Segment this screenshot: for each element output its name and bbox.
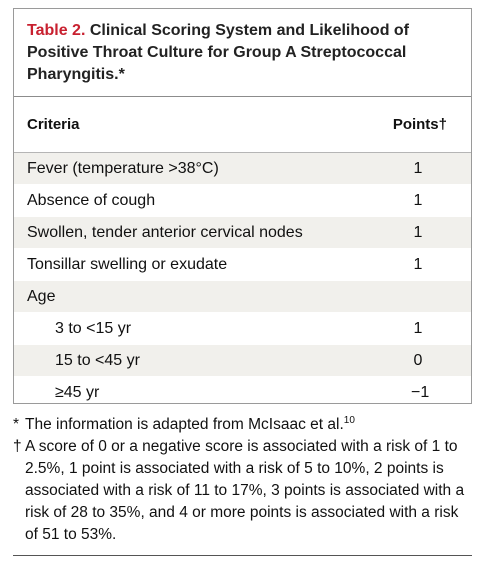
table-header-row: Criteria Points† [14,97,471,153]
reference-number: 10 [343,414,355,426]
footnote-star: * The information is adapted from McIsaa… [13,414,472,436]
criterion-points: 1 [413,191,423,209]
criterion-label: Absence of cough [27,191,156,209]
criterion-label: Age [27,287,56,305]
table-footnotes: * The information is adapted from McIsaa… [13,414,472,546]
footnote-dagger: † A score of 0 or a negative score is as… [13,436,472,546]
criterion-label: 15 to <45 yr [55,351,140,369]
table-row: ≥45 yr −1 [14,377,471,409]
dagger-mark: † [13,438,22,455]
table-row: Age [14,281,471,313]
criterion-label: 3 to <15 yr [55,319,132,337]
criterion-points: 1 [413,159,423,177]
table-row: Fever (temperature >38°C) 1 [14,153,471,185]
criterion-points: 0 [413,351,423,369]
table-number: Table 2. [27,22,86,39]
points-column-header: Points† [392,116,447,133]
criterion-label: Fever (temperature >38°C) [27,159,219,177]
criterion-points: −1 [411,383,430,401]
asterisk-mark: * [13,416,20,433]
criterion-label: Tonsillar swelling or exudate [27,255,228,273]
table-caption: Table 2. Clinical Scoring System and Lik… [14,9,471,97]
bottom-rule [13,555,472,556]
table-row: Tonsillar swelling or exudate 1 [14,249,471,281]
criterion-points: 1 [413,319,423,337]
table-row: 15 to <45 yr 0 [14,345,471,377]
footnote-star-text: The information is adapted from McIsaac … [25,416,344,433]
criterion-label: Swollen, tender anterior cervical nodes [27,223,303,241]
footnote-dagger-text: A score of 0 or a negative score is asso… [25,438,465,543]
table-row: Absence of cough 1 [14,185,471,217]
scoring-table: Table 2. Clinical Scoring System and Lik… [13,8,472,409]
table-title: Clinical Scoring System and Likelihood o… [27,22,410,83]
criteria-column-header: Criteria [27,116,80,133]
criterion-points: 1 [413,255,423,273]
table-row: Swollen, tender anterior cervical nodes … [14,217,471,249]
criterion-label: ≥45 yr [55,383,100,401]
criterion-points: 1 [413,223,423,241]
table-row: 3 to <15 yr 1 [14,313,471,345]
